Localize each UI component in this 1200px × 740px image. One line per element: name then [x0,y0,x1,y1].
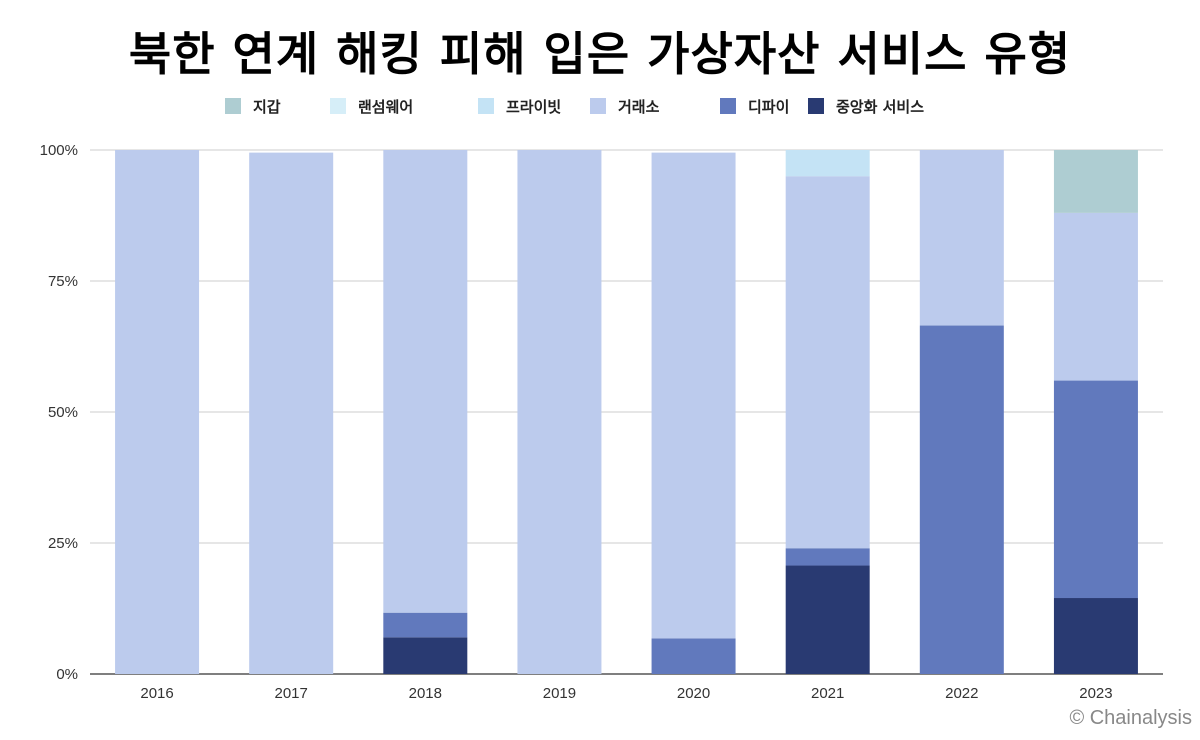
legend-swatch [808,98,824,114]
legend-swatch [720,98,736,114]
bar-segment [785,565,870,674]
legend-item: 지갑 [225,94,281,118]
x-tick-label: 2016 [140,685,173,702]
legend-item: 거래소 [590,94,659,118]
y-tick-label: 100% [40,142,78,159]
y-tick-label: 25% [48,535,78,552]
bar-segment [651,152,736,639]
legend-item: 중앙화 서비스 [808,94,924,118]
y-tick-label: 75% [48,273,78,290]
bar-segment [1053,212,1138,381]
x-tick-label: 2022 [945,685,978,702]
bar-segment [1053,598,1138,674]
bar-segment [517,150,602,674]
legend-label: 디파이 [748,97,790,116]
legend-item: 프라이빗 [478,94,561,118]
x-tick-label: 2019 [543,685,576,702]
legend-swatch [225,98,241,114]
bar-segment [1053,150,1138,213]
bar-segment [785,548,870,566]
legend-swatch [478,98,494,114]
x-tick-label: 2020 [677,685,710,702]
x-tick-label: 2018 [409,685,442,702]
legend-label: 랜섬웨어 [358,97,414,116]
bar-segment [383,150,468,613]
y-tick-label: 50% [48,404,78,421]
legend-swatch [590,98,606,114]
bar-segment [919,150,1004,326]
legend-swatch [330,98,346,114]
bar-segment [1053,380,1138,599]
bar-segment [785,150,870,177]
legend-item: 디파이 [720,94,789,118]
legend: 지갑 랜섬웨어 프라이빗 거래소 디파이 중앙화 서비스 [0,94,1200,118]
legend-label: 지갑 [253,97,281,116]
bar-segment [383,612,468,638]
bar-segment [919,325,1004,674]
x-tick-label: 2021 [811,685,844,702]
chart-title: 북한 연계 해킹 피해 입은 가상자산 서비스 유형 [128,27,1072,81]
legend-label: 거래소 [618,97,660,116]
bar-segment [651,638,736,674]
x-tick-label: 2017 [275,685,308,702]
legend-item: 랜섬웨어 [330,94,413,118]
x-tick-label: 2023 [1079,685,1112,702]
bar-segment [249,152,334,674]
chainalysis-watermark: © Chainalysis [1069,707,1192,729]
legend-label: 프라이빗 [506,97,562,116]
bar-segment [115,150,200,674]
legend-label: 중앙화 서비스 [836,97,925,116]
bar-segment [785,176,870,549]
bar-segment [383,637,468,674]
y-tick-label: 0% [56,666,78,683]
